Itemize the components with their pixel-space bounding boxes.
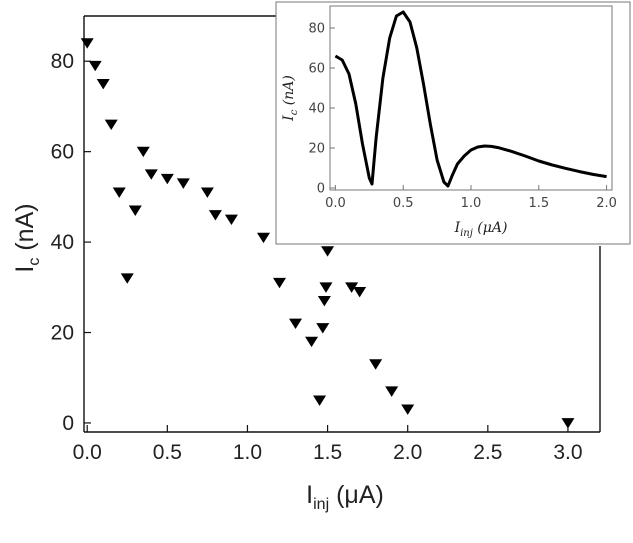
main-data-point (401, 404, 415, 415)
inset-y-tick-label: 0 (317, 182, 325, 197)
main-data-point (104, 119, 118, 131)
inset-y-ticks: 0 20 40 60 80 (308, 22, 335, 197)
inset-y-tick-label: 20 (308, 142, 325, 157)
main-x-tick-label: 0.0 (73, 441, 102, 464)
inset-line-chart: 0.0 0.5 1.0 1.5 2.0 0 20 40 60 80 Iinj (μA) Ic (… (275, 1, 631, 245)
main-data-point (273, 277, 287, 289)
main-data-point (316, 323, 330, 334)
main-data-point (160, 173, 174, 185)
inset-y-axis-label: Ic (nA) (281, 75, 300, 122)
inset-x-tick-label: 1.0 (461, 196, 482, 211)
main-y-ticks: 0 20 40 60 80 (51, 50, 91, 435)
main-data-point (313, 395, 327, 406)
main-data-point (120, 273, 134, 284)
main-data-point (208, 210, 222, 221)
main-data-point (319, 282, 333, 293)
main-x-tick-label: 1.5 (313, 441, 342, 464)
main-x-tick-label: 0.5 (153, 441, 182, 464)
inset-x-tick-label: 0.5 (393, 196, 414, 211)
main-y-tick-label: 80 (51, 50, 74, 73)
inset-x-ticks: 0.0 0.5 1.0 1.5 2.0 (325, 185, 617, 211)
main-y-tick-label: 40 (51, 231, 74, 254)
main-data-point (80, 38, 94, 49)
main-data-point (353, 286, 367, 298)
main-data-point (305, 336, 319, 348)
inset-x-tick-label: 2.0 (596, 196, 617, 211)
main-data-point (321, 246, 335, 257)
main-data-point (224, 214, 238, 226)
main-x-tick-label: 3.0 (553, 441, 582, 464)
inset-x-tick-label: 1.5 (528, 196, 549, 211)
main-data-point (112, 187, 126, 198)
main-data-points (80, 38, 575, 429)
inset-y-tick-label: 40 (308, 102, 325, 117)
main-x-tick-label: 2.5 (473, 441, 502, 464)
main-data-point (561, 418, 575, 429)
main-data-point (289, 318, 303, 330)
main-x-axis-label: Iinj (μA) (306, 481, 384, 513)
main-data-point (256, 232, 270, 244)
inset-frame (275, 1, 631, 245)
main-scatter-chart: 0.0 0.5 1.0 1.5 2.0 2.5 3.0 0 20 40 60 80 Iinj (μA… (11, 15, 601, 513)
inset-y-tick-label: 80 (308, 22, 325, 37)
main-data-point (385, 386, 399, 397)
inset-x-axis-label: Iinj (μA) (454, 220, 508, 239)
main-data-point (369, 359, 383, 370)
main-y-tick-label: 60 (51, 141, 74, 164)
main-data-point (200, 187, 214, 198)
inset-curve (334, 10, 607, 188)
main-x-tick-label: 2.0 (393, 441, 422, 464)
main-data-point (136, 146, 150, 158)
main-data-point (345, 282, 359, 293)
main-y-tick-label: 20 (51, 322, 74, 345)
main-data-point (96, 78, 110, 90)
inset-x-tick-label: 0.0 (325, 196, 346, 211)
main-x-tick-label: 1.0 (233, 441, 262, 464)
main-data-point (176, 178, 190, 189)
main-data-point (144, 169, 158, 180)
main-y-tick-label: 0 (62, 412, 74, 435)
main-data-point (128, 205, 142, 216)
main-data-point (317, 295, 331, 307)
main-y-axis-label: Ic (nA) (11, 203, 43, 272)
main-data-point (88, 60, 102, 72)
main-x-ticks: 0.0 0.5 1.0 1.5 2.0 2.5 3.0 (73, 425, 583, 464)
inset-y-tick-label: 60 (308, 62, 325, 77)
